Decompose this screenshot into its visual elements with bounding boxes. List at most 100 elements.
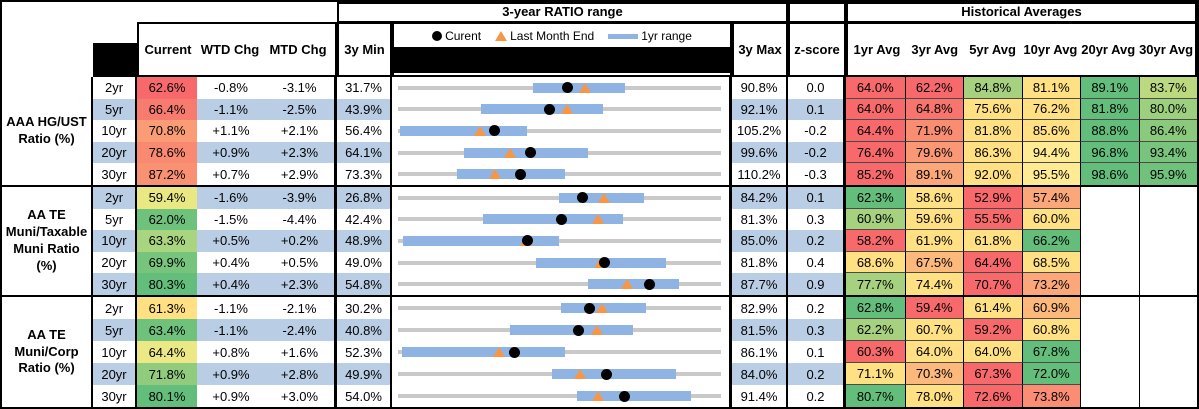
z-score-cell: 0.1 (788, 187, 846, 209)
avg-value-cell: 64.0% (846, 77, 905, 99)
wtd-chg-cell: +1.1% (212, 123, 250, 139)
chart-header: Curent Last Month End 1yr range (392, 22, 732, 77)
3y-max-cell: 82.9% (732, 297, 788, 319)
mtd-chg-cell: -4.4% (265, 208, 337, 231)
avg-value-cell: 64.4% (846, 120, 905, 142)
current-column-header: Current (144, 42, 192, 57)
current-dot (600, 368, 612, 380)
3y-min-cell: 54.0% (337, 385, 392, 407)
avg-value-cell: 76.4% (846, 141, 905, 164)
range-section-title: 3-year RATIO range (337, 2, 788, 23)
current-value-cell: 63.4% (137, 319, 197, 341)
avg-value-cell: 67.8% (1021, 341, 1080, 363)
one-year-range-bar (403, 235, 560, 246)
avg-value-cell: 76.2% (1021, 98, 1080, 121)
avg-empty-cell (1138, 385, 1197, 407)
data-region: AAA HG/UST Ratio (%) 2yr 62.6% -0.8% -3.1% 31… (2, 77, 1197, 407)
3y-max-cell: 81.5% (732, 319, 788, 341)
range-chart-cell (392, 251, 732, 274)
mtd-chg-cell: -2.1% (265, 297, 337, 319)
avg-empty-cell (1138, 341, 1197, 363)
row-group-rows: 2yr 59.4% -1.6% -3.9% 26.8% 84.2% 0.1 62.3% 58.6… (93, 187, 1197, 295)
table-row: 2yr 59.4% -1.6% -3.9% 26.8% 84.2% 0.1 62.3% 58.6… (93, 187, 1197, 209)
row-group-label: AAA HG/UST Ratio (%) (2, 77, 93, 185)
last-month-triangle (578, 82, 591, 93)
avg-value-cell: 60.9% (1021, 297, 1080, 319)
3y-min-cell: 56.4% (337, 120, 392, 142)
avg-empty-cell (1080, 385, 1139, 407)
range-chart-cell (392, 77, 732, 99)
range-chart-cell (392, 319, 732, 341)
avg-value-cell: 80.0% (1138, 98, 1197, 121)
3y-min-cell: 42.4% (337, 208, 392, 231)
wtd-chg-cell: -1.6% (197, 187, 265, 209)
avg-value-cell: 73.2% (1021, 273, 1080, 295)
avg-value-cell: 85.6% (1021, 120, 1080, 142)
row-group: AA TE Muni/Taxable Muni Ratio (%) 2yr 59.4… (2, 187, 1197, 297)
range-chart-cell (392, 273, 732, 295)
avg-value-cell: 60.8% (1021, 319, 1080, 341)
range-chart-cell (392, 341, 732, 363)
3y-max-cell: 84.0% (732, 363, 788, 385)
avg-value-cell: 84.8% (963, 77, 1022, 99)
avg-value-cell: 62.3% (846, 187, 905, 209)
wtd-chg-cell: +0.5% (197, 230, 265, 252)
3y-min-cell: 31.7% (337, 77, 392, 99)
avg-value-cell: 52.9% (963, 187, 1022, 209)
3y-max-cell: 105.2% (732, 120, 788, 142)
z-score-column-header: z-score (788, 22, 846, 77)
avg-value-cell: 57.4% (1021, 187, 1080, 209)
current-value-cell: 62.6% (137, 77, 197, 99)
avg-empty-cell (1080, 251, 1139, 274)
wtd-chg-cell: -1.1% (214, 300, 248, 316)
tenor-cell: 10yr (93, 341, 137, 363)
3y-max-cell: 81.3% (732, 208, 788, 231)
current-value-cell: 63.3% (137, 230, 197, 252)
avg-value-cell: 85.2% (846, 163, 905, 185)
avg-value-cell: 72.6% (963, 385, 1022, 407)
last-month-triangle (504, 147, 516, 158)
table-row: 30yr 87.2% +0.7% +2.9% 73.3% 110.2% -0.3 85.2% 8… (93, 163, 1197, 185)
tenor-cell: 20yr (93, 251, 137, 274)
avg-value-cell: 59.4% (904, 297, 963, 319)
avg-value-cell: 60.7% (904, 319, 963, 341)
table-row: 2yr 62.6% -0.8% -3.1% 31.7% 90.8% 0.0 64.0% 62.2… (93, 77, 1197, 99)
avg-value-cell: 64.0% (904, 341, 963, 363)
avg-value-cell: 96.8% (1080, 141, 1139, 164)
avg-empty-cell (1080, 208, 1139, 231)
current-dot (525, 147, 537, 159)
current-dot (643, 278, 655, 290)
avg-value-cell: 98.6% (1080, 163, 1139, 185)
legend-item-range: 1yr range (608, 29, 692, 43)
current-dot (556, 213, 568, 225)
row-group: AAA HG/UST Ratio (%) 2yr 62.6% -0.8% -3.1% 31… (2, 77, 1197, 187)
avg-value-cell: 95.5% (1021, 163, 1080, 185)
3y-max-cell: 86.1% (732, 341, 788, 363)
current-dot (584, 302, 596, 314)
3y-min-cell: 48.9% (337, 230, 392, 252)
one-year-range-bar (576, 391, 691, 401)
range-chart-cell (392, 208, 732, 231)
last-month-triangle (474, 125, 487, 136)
table-row: 5yr 63.4% -1.1% -2.4% 40.8% 81.5% 0.3 62.2% 60.7… (93, 319, 1197, 341)
last-month-triangle (592, 391, 605, 401)
wtd-chg-cell: +0.9% (197, 363, 265, 385)
table-row: 20yr 69.9% +0.4% +0.5% 49.0% 81.8% 0.4 68.6% 67.… (93, 251, 1197, 274)
last-month-triangle (489, 169, 502, 180)
last-month-triangle (598, 192, 611, 203)
row-group-rows: 2yr 61.3% -1.1% -2.1% 30.2% 82.9% 0.2 62.8% 59.4… (93, 297, 1197, 407)
one-year-range-bar (587, 279, 679, 290)
avg-column-headers: 1yr Avg 3yr Avg 5yr Avg 10yr Avg 20yr Av… (846, 22, 1197, 77)
3y-max-cell: 85.0% (732, 230, 788, 252)
table-row: 5yr 62.0% -1.5% -4.4% 42.4% 81.3% 0.3 60.9% 59.6… (93, 208, 1197, 231)
avg-empty-cell (1080, 363, 1139, 385)
one-year-range-bar (482, 214, 624, 225)
avg-value-cell: 81.1% (1021, 77, 1080, 99)
avg-empty-cell (1080, 273, 1139, 295)
avg-value-cell: 89.1% (1080, 77, 1139, 99)
wtd-chg-cell: +0.4% (197, 273, 265, 295)
row-group-label: AA TE Muni/Corp Ratio (%) (2, 297, 93, 407)
avg-value-cell: 72.0% (1021, 363, 1080, 385)
avg-empty-cell (1080, 230, 1139, 252)
